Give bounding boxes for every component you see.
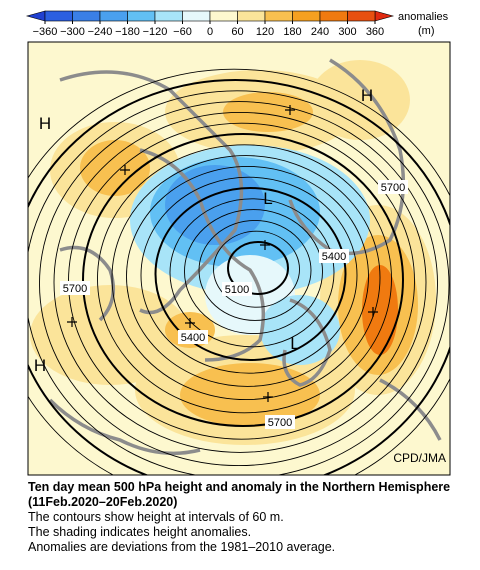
center-mark	[260, 240, 270, 250]
colorbar-tick-label: 360	[366, 26, 384, 38]
low-label: L	[290, 334, 299, 353]
height-contour	[28, 90, 450, 475]
contour-label: 5400	[322, 251, 346, 263]
height-contour	[198, 219, 312, 321]
center-mark	[185, 318, 195, 328]
colorbar-segment	[154, 10, 183, 22]
coastline	[59, 70, 244, 315]
contour-label-box	[178, 330, 208, 344]
contour-label: 5700	[268, 417, 292, 429]
height-contour	[213, 230, 300, 308]
height-contour	[140, 176, 358, 374]
high-label: H	[361, 86, 373, 105]
low-label: L	[263, 189, 272, 208]
high-label: H	[39, 114, 51, 133]
colorbar-tick-label: −240	[88, 26, 113, 38]
anomaly-shading	[310, 60, 410, 140]
caption-line: The contours show height at intervals of…	[28, 510, 284, 524]
colorbar-tick-label: −180	[115, 26, 140, 38]
coastline	[288, 58, 406, 256]
center-mark	[285, 105, 295, 115]
colorbar-tick-label: 60	[231, 26, 243, 38]
contour-label-box	[222, 282, 252, 296]
coastline	[282, 298, 332, 387]
contour-label: 5100	[225, 284, 249, 296]
anomaly-shading	[260, 295, 340, 365]
colorbar-title: anomalies	[398, 11, 449, 23]
colorbar-tick-label: 240	[311, 26, 329, 38]
colorbar-segment	[292, 10, 321, 22]
height-contour	[97, 144, 392, 414]
contour-label: 5400	[181, 332, 205, 344]
anomaly-shading	[80, 140, 150, 196]
contour-label-box	[265, 415, 295, 429]
map-figure: anomalies (m) CPD/JMA −360 −300 −240 −180 −1…	[25, 10, 451, 476]
colorbar-segment	[264, 10, 293, 22]
colorbar-segment	[237, 10, 266, 22]
credit: CPD/JMA	[393, 451, 446, 465]
colorbar-segment	[347, 10, 376, 22]
contour-label-box	[319, 249, 349, 263]
high-label: H	[34, 356, 46, 375]
height-contour	[184, 209, 323, 335]
height-contour	[28, 68, 450, 475]
map-frame	[27, 41, 451, 476]
height-contour	[227, 241, 289, 295]
caption-line: The shading indicates height anomalies.	[28, 525, 252, 539]
height-contour	[28, 79, 450, 475]
caption: Ten day mean 500 hPa height and anomaly …	[28, 480, 468, 555]
colorbar-segment	[44, 10, 73, 22]
center-mark	[120, 165, 130, 175]
colorbar-tick-label: 0	[207, 26, 213, 38]
coastline	[48, 378, 442, 456]
center-mark	[368, 307, 378, 317]
colorbar-tick-label: 120	[256, 26, 274, 38]
colorbar-segment	[182, 10, 211, 22]
colorbar-end	[25, 10, 46, 22]
contour-label-box	[60, 281, 90, 295]
caption-line: Anomalies are deviations from the 1981–2…	[28, 540, 336, 554]
height-contour	[39, 101, 438, 467]
colorbar-end	[374, 10, 395, 22]
colorbar-tick-label: 300	[338, 26, 356, 38]
height-contour	[126, 165, 369, 387]
colorbar-unit: (m)	[418, 25, 435, 37]
coastline	[59, 245, 116, 322]
anomaly-shading	[180, 363, 320, 427]
colorbar-tick-label: −300	[60, 26, 85, 38]
height-contour	[169, 198, 335, 348]
colorbar-tick-label: −360	[33, 26, 58, 38]
colorbar-segment	[99, 10, 128, 22]
contour-label: 5700	[381, 182, 405, 194]
anomaly-shading	[30, 285, 190, 385]
center-mark	[263, 392, 273, 402]
colorbar-tick-label: −120	[143, 26, 168, 38]
contour-label: 5700	[63, 283, 87, 295]
colorbar-tick-label: −60	[173, 26, 192, 38]
anomaly-shading	[362, 265, 398, 355]
colorbar-segment	[209, 10, 238, 22]
colorbar-tick-label: 180	[283, 26, 301, 38]
center-mark	[67, 317, 77, 327]
colorbar-segment	[319, 10, 348, 22]
contour-label-box	[378, 180, 408, 194]
height-contour	[111, 155, 381, 401]
colorbar-segment	[127, 10, 156, 22]
height-contour	[53, 111, 427, 453]
height-contour	[154, 187, 347, 361]
caption-title: Ten day mean 500 hPa height and anomaly …	[28, 480, 451, 509]
colorbar-segment	[72, 10, 101, 22]
height-contour	[82, 133, 404, 427]
